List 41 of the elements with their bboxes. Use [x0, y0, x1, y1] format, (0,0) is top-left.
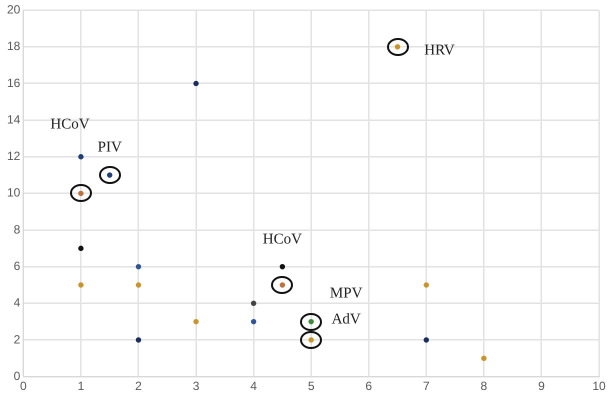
point: [78, 154, 84, 160]
point: [193, 80, 199, 86]
x-tick-label: 8: [480, 379, 488, 394]
point: [481, 356, 487, 361]
x-tick-label: 5: [308, 379, 315, 394]
point: [280, 264, 286, 270]
x-tick-label: 6: [365, 379, 372, 394]
point: [136, 264, 142, 270]
point: [136, 337, 142, 343]
y-tick-label: 20: [6, 2, 21, 17]
point: [136, 282, 142, 288]
y-tick-label: 2: [14, 332, 21, 346]
annotation: HRV: [424, 42, 455, 60]
annotation: PIV: [98, 140, 122, 157]
y-tick-label: 6: [14, 258, 21, 273]
point: [78, 246, 84, 252]
point: [193, 318, 199, 324]
annotation: AdV: [332, 311, 361, 328]
x-tick-label: 10: [592, 379, 606, 394]
y-tick-label: 10: [6, 186, 21, 200]
point: [250, 300, 256, 306]
y-tick-label: 14: [6, 112, 21, 126]
x-tick-label: 2: [135, 379, 142, 394]
point: [250, 318, 256, 324]
y-tick-label: 18: [6, 39, 21, 54]
x-tick-label: 4: [250, 379, 258, 394]
y-tick-label: 16: [6, 76, 21, 90]
annotation: HCoV: [50, 116, 90, 134]
point: [78, 282, 84, 288]
y-tick-label: 8: [14, 222, 21, 236]
point: [424, 282, 430, 288]
point: [424, 337, 430, 343]
x-tick-label: 9: [538, 379, 546, 394]
x-tick-label: 7: [422, 379, 430, 394]
x-tick-label: 3: [192, 379, 200, 394]
y-tick-label: 12: [6, 149, 21, 164]
x-tick-label: 1: [78, 379, 85, 394]
y-tick-label: 4: [14, 296, 21, 310]
annotation: HCoV: [262, 232, 302, 248]
y-tick-label: 0: [14, 368, 21, 383]
annotation: MPV: [330, 285, 362, 302]
